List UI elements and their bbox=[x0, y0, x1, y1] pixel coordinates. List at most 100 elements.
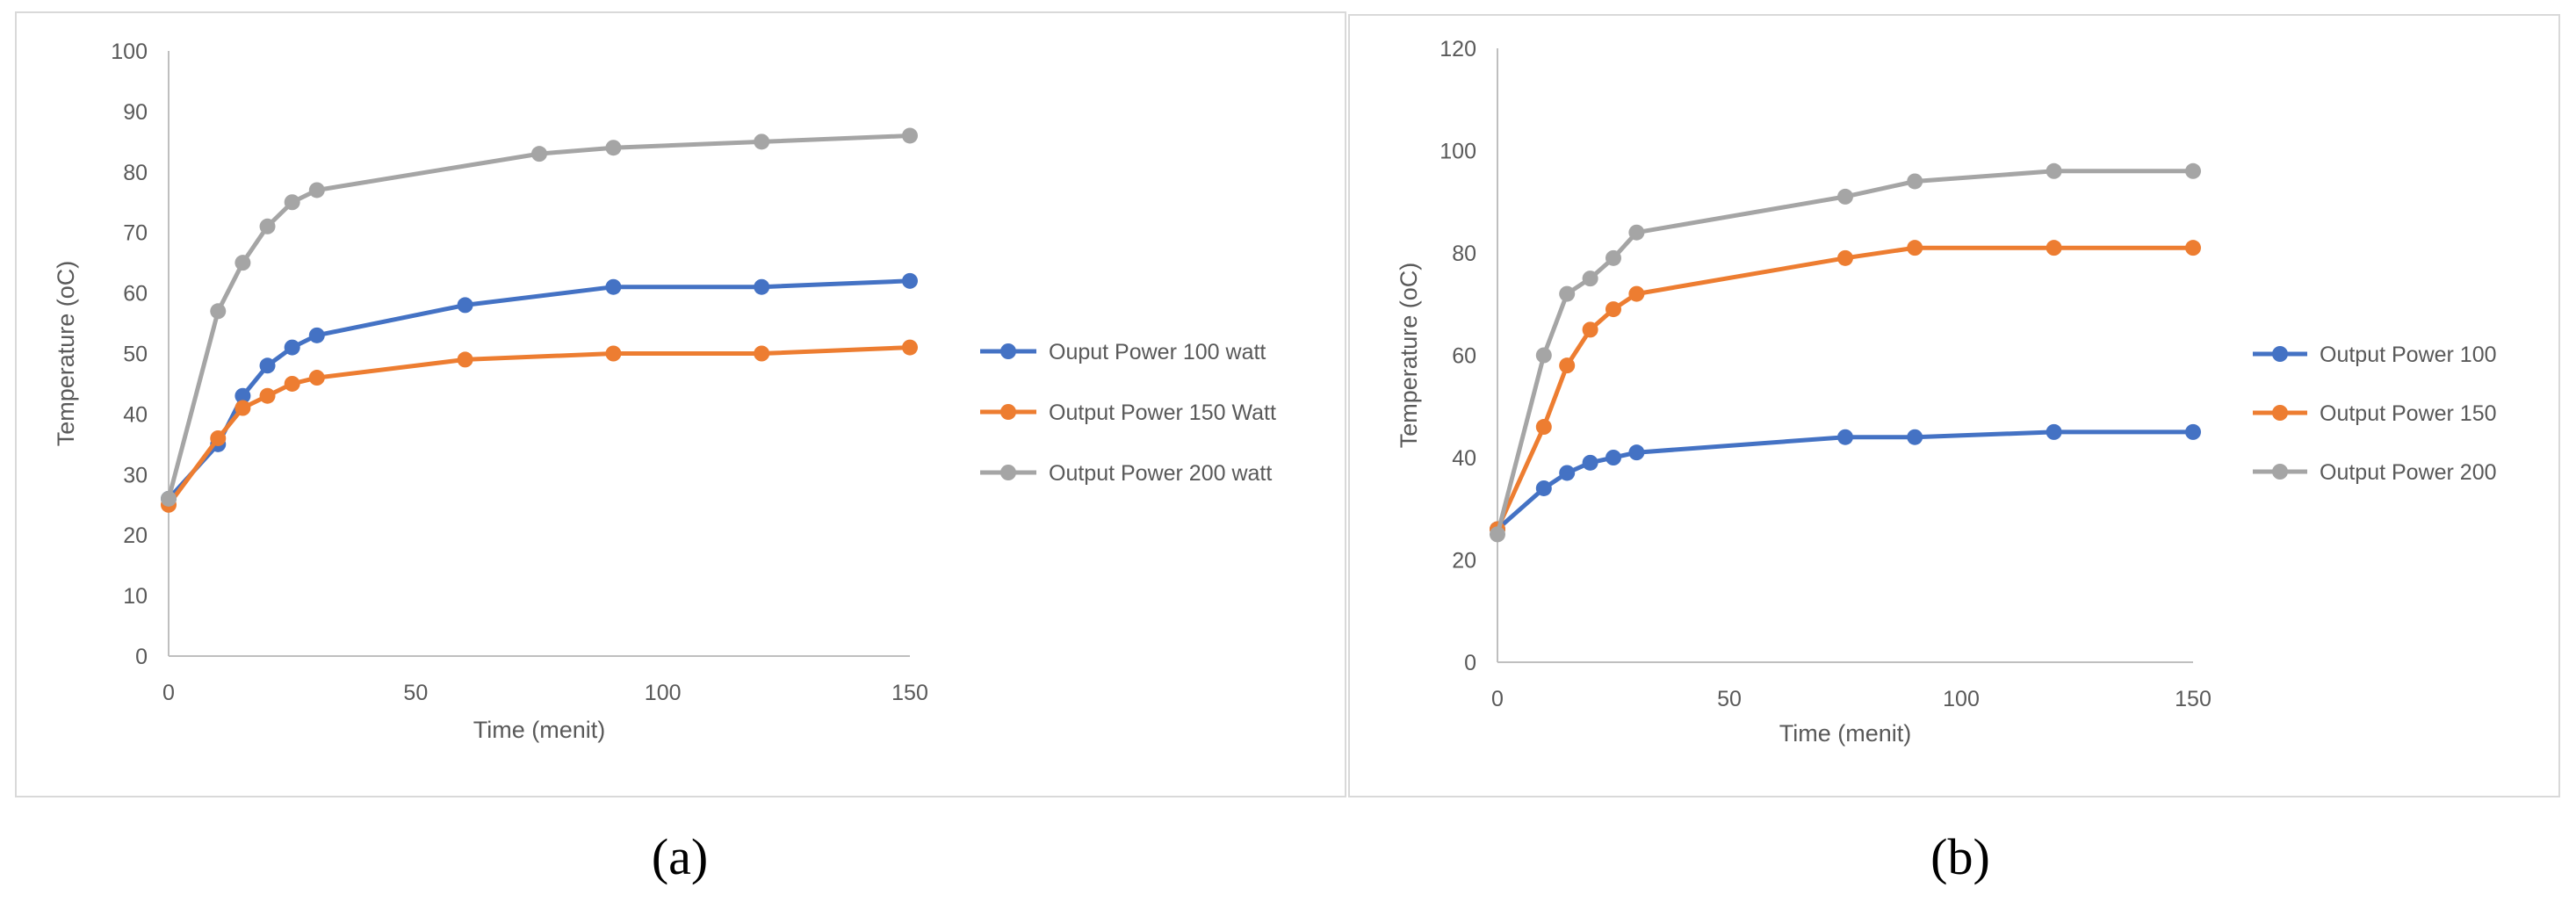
data-point bbox=[308, 182, 325, 198]
data-point bbox=[1605, 450, 1621, 465]
data-point bbox=[2046, 240, 2062, 256]
data-point bbox=[1559, 285, 1576, 302]
legend-swatch-marker bbox=[2272, 464, 2288, 480]
series-line bbox=[1495, 245, 2196, 531]
data-point bbox=[1535, 419, 1552, 436]
legend-entry-2: Output Power 150 bbox=[2253, 401, 2497, 426]
data-point bbox=[1837, 249, 1853, 266]
legend-swatch-marker bbox=[1000, 465, 1016, 480]
legend-label: Ouput Power 100 watt bbox=[1049, 340, 1266, 364]
data-point bbox=[210, 303, 227, 320]
y-tick-label: 0 bbox=[135, 645, 148, 669]
y-axis-title: Temperature (oC) bbox=[1396, 263, 1422, 449]
y-tick-label: 20 bbox=[1452, 549, 1476, 574]
data-point bbox=[754, 345, 770, 362]
data-point bbox=[1837, 188, 1853, 205]
data-point bbox=[902, 339, 918, 356]
series-line bbox=[1495, 429, 2196, 531]
y-tick-label: 10 bbox=[123, 584, 148, 609]
data-point bbox=[902, 127, 918, 144]
data-point bbox=[754, 278, 770, 295]
data-point bbox=[605, 140, 622, 156]
data-point bbox=[457, 297, 473, 314]
y-tick-label: 30 bbox=[123, 463, 148, 487]
y-tick-label: 20 bbox=[123, 523, 148, 548]
data-point bbox=[259, 357, 276, 374]
x-tick-label: 150 bbox=[2175, 687, 2212, 711]
y-tick-label: 80 bbox=[123, 161, 148, 185]
x-tick-label: 100 bbox=[645, 681, 682, 705]
legend-label: Output Power 150 Watt bbox=[1049, 400, 1276, 425]
data-point bbox=[1907, 173, 1923, 190]
data-point bbox=[754, 133, 770, 150]
legend-entry-2: Output Power 150 Watt bbox=[980, 400, 1276, 425]
chart-panel-2: 0 20 40 60 80 100 120 0 50 100 150 Time (menit) Temp… bbox=[1348, 14, 2560, 885]
series-line bbox=[166, 345, 913, 508]
data-point bbox=[2046, 162, 2062, 179]
legend-entry-3: Output Power 200 watt bbox=[980, 461, 1272, 486]
x-tick-label: 100 bbox=[1943, 687, 1980, 711]
data-point bbox=[2185, 162, 2201, 179]
data-point bbox=[235, 387, 251, 404]
x-tick-label: 0 bbox=[1491, 687, 1504, 711]
data-point bbox=[1907, 240, 1923, 256]
data-point bbox=[1837, 429, 1853, 445]
series-line bbox=[1495, 169, 2196, 537]
y-tick-label: 0 bbox=[1464, 651, 1476, 675]
data-point bbox=[259, 218, 276, 235]
data-point bbox=[161, 490, 177, 507]
series-3 bbox=[161, 127, 918, 507]
y-tick-label: 40 bbox=[1452, 446, 1476, 471]
x-tick-label: 150 bbox=[891, 681, 928, 705]
y-tick-label: 100 bbox=[1440, 140, 1476, 164]
data-point bbox=[284, 194, 300, 211]
panel-caption: (a) bbox=[652, 828, 708, 885]
panel-caption: (b) bbox=[1930, 828, 1990, 885]
data-point bbox=[605, 345, 622, 362]
data-point bbox=[1605, 301, 1621, 318]
y-tick-label: 60 bbox=[1452, 344, 1476, 369]
series-line bbox=[166, 133, 913, 502]
y-tick-label: 80 bbox=[1452, 242, 1476, 266]
data-point bbox=[1582, 321, 1598, 338]
legend-swatch-marker bbox=[2272, 346, 2288, 362]
data-point bbox=[1559, 357, 1576, 374]
series-1 bbox=[1490, 423, 2201, 538]
data-point bbox=[605, 278, 622, 295]
data-point bbox=[1490, 526, 1505, 543]
chart-frame bbox=[1348, 14, 2560, 797]
chart-panel-1: 0 10 20 30 40 50 60 70 80 90 100 0 50 100 150 Time (men… bbox=[15, 11, 1346, 885]
x-axis-title: Time (menit) bbox=[1779, 720, 1912, 747]
data-point bbox=[1582, 271, 1598, 287]
chart-frame bbox=[15, 11, 1346, 797]
x-tick-label: 0 bbox=[162, 681, 175, 705]
x-tick-label: 50 bbox=[403, 681, 428, 705]
data-point bbox=[1535, 347, 1552, 364]
data-point bbox=[308, 370, 325, 386]
data-point bbox=[1628, 285, 1645, 302]
data-point bbox=[308, 327, 325, 343]
legend-label: Output Power 200 bbox=[2320, 460, 2497, 485]
data-point bbox=[1535, 480, 1552, 496]
data-point bbox=[2185, 423, 2201, 440]
data-point bbox=[1582, 454, 1598, 471]
data-point bbox=[1907, 429, 1923, 445]
data-point bbox=[259, 387, 276, 404]
data-point bbox=[210, 429, 227, 446]
data-point bbox=[284, 339, 300, 356]
x-tick-label: 50 bbox=[1717, 687, 1742, 711]
data-point bbox=[2185, 240, 2201, 256]
legend-label: Output Power 200 watt bbox=[1049, 461, 1272, 486]
y-tick-label: 90 bbox=[123, 100, 148, 125]
y-tick-label: 40 bbox=[123, 402, 148, 427]
data-point bbox=[235, 255, 251, 271]
legend-swatch-marker bbox=[2272, 405, 2288, 421]
y-axis-title: Temperature (oC) bbox=[53, 261, 79, 447]
legend-label: Output Power 100 bbox=[2320, 343, 2497, 367]
legend-label: Output Power 150 bbox=[2320, 401, 2497, 426]
y-tick-label: 50 bbox=[123, 343, 148, 367]
y-tick-label: 60 bbox=[123, 282, 148, 307]
legend-swatch-marker bbox=[1000, 404, 1016, 420]
y-tick-label: 70 bbox=[123, 221, 148, 246]
